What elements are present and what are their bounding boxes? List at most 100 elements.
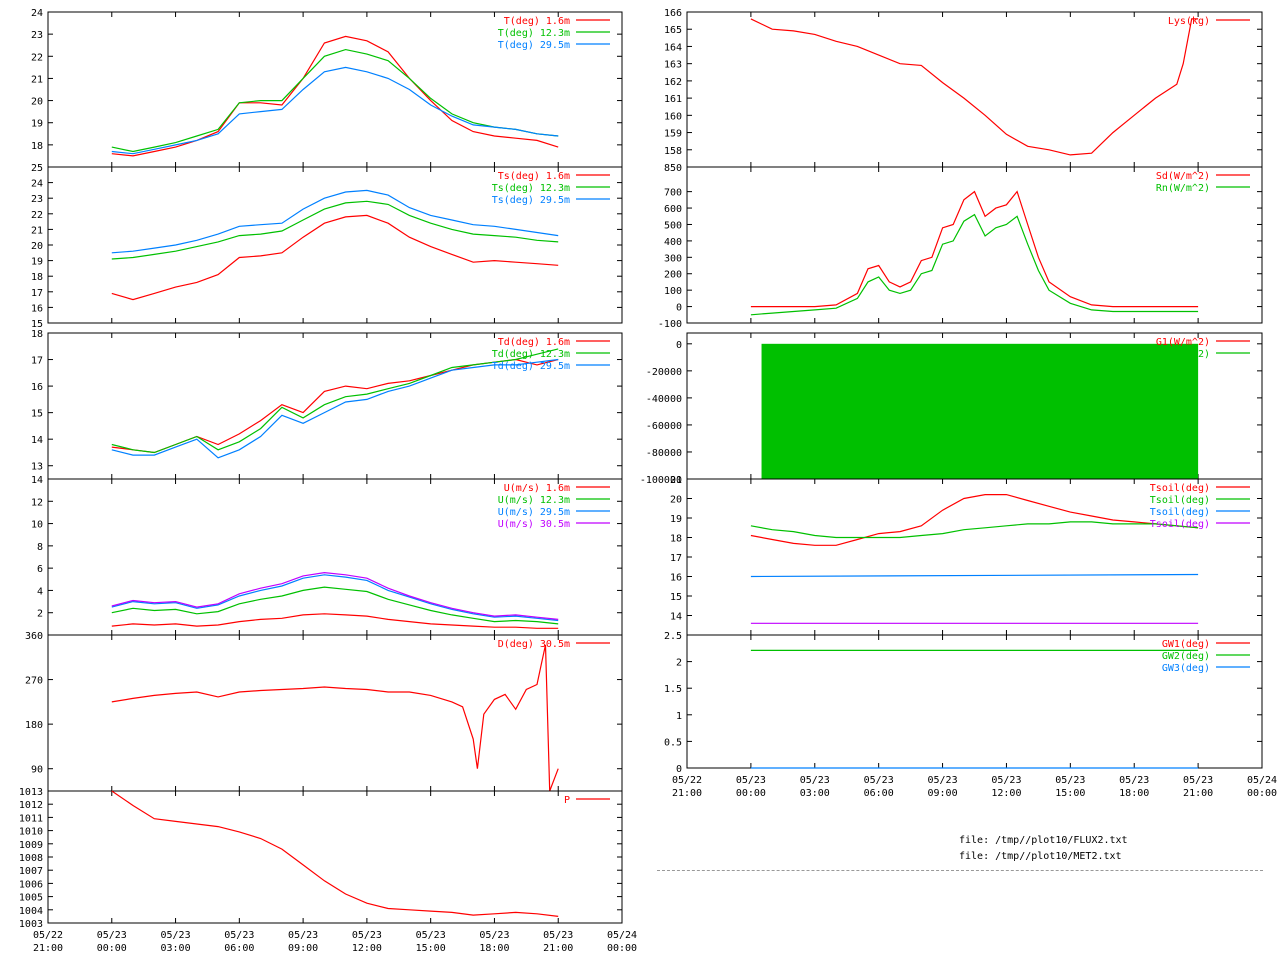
x-tick-label-date: 05/23 [1055, 775, 1085, 786]
y-tick-label: 16 [670, 573, 682, 584]
x-tick-label-time: 21:00 [672, 788, 702, 799]
legend-label-1: U(m/s) 12.3m [498, 495, 570, 506]
x-tick-label-date: 05/23 [161, 930, 191, 941]
legend-label-2: Td(deg) 29.5m [492, 361, 570, 372]
y-tick-label: 0 [676, 764, 682, 775]
x-tick-label-time: 00:00 [607, 943, 637, 954]
x-tick-label-time: 21:00 [543, 943, 573, 954]
y-tick-label: 19 [670, 514, 682, 525]
left-panel-frame-4 [47, 634, 623, 792]
y-tick-label: 200 [664, 270, 682, 281]
y-tick-label: 20 [31, 241, 43, 252]
y-tick-label: 19 [31, 257, 43, 268]
y-tick-label: 16 [31, 303, 43, 314]
x-tick-label-date: 05/24 [1247, 775, 1277, 786]
y-tick-label: 400 [664, 237, 682, 248]
y-tick-label: 15 [670, 592, 682, 603]
y-tick-label: 20 [31, 97, 43, 108]
y-tick-label: 1010 [19, 827, 43, 838]
series-line-1 [750, 213, 1199, 316]
y-tick-label: 4 [37, 586, 43, 597]
y-tick-label: 12 [31, 497, 43, 508]
footer-file2: file: /tmp//plot10/MET2.txt [959, 851, 1122, 862]
y-tick-label: 160 [664, 111, 682, 122]
y-tick-label: 15 [31, 409, 43, 420]
y-tick-label: 360 [25, 631, 43, 642]
x-tick-label-date: 05/23 [543, 930, 573, 941]
y-tick-label: 18 [31, 141, 43, 152]
x-tick-label-date: 05/24 [607, 930, 637, 941]
y-tick-label: 161 [664, 94, 682, 105]
legend-label-0: U(m/s) 1.6m [504, 483, 570, 494]
series-line-0 [111, 613, 559, 629]
series-line-1 [111, 48, 559, 153]
legend-label-1: GW2(deg) [1162, 651, 1210, 662]
right-panel-4: 0 0.5 1 1.5 2 2.5 GW1(deg)GW2(deg)GW3(deg) 05/2… [664, 631, 1277, 799]
y-tick-label: 163 [664, 60, 682, 71]
x-tick-label-time: 15:00 [1055, 788, 1085, 799]
series-line-2 [111, 574, 559, 622]
y-tick-label: -100000 [640, 475, 682, 486]
x-tick-label-time: 03:00 [161, 943, 191, 954]
x-tick-label-date: 05/23 [288, 930, 318, 941]
right-panel-2: -100000 -80000 -60000 -40000 -20000 0 G1(W/m^2… [640, 332, 1263, 486]
series-line-2 [750, 573, 1199, 578]
legend-label-2: Tsoil(deg) [1150, 507, 1210, 518]
x-tick-label-time: 09:00 [928, 788, 958, 799]
legend-label-0: G1(W/m^2) [1156, 337, 1210, 348]
series-line-2 [111, 189, 559, 254]
y-tick-label: 1006 [19, 879, 43, 890]
y-tick-label: 162 [664, 77, 682, 88]
legend-label-0: GW1(deg) [1162, 639, 1210, 650]
y-tick-label: 180 [25, 720, 43, 731]
series-line-0 [111, 35, 559, 157]
y-tick-label: 21 [31, 225, 43, 236]
y-tick-label: 19 [31, 119, 43, 130]
y-tick-label: 159 [664, 129, 682, 140]
x-tick-label-time: 21:00 [33, 943, 63, 954]
y-tick-label: 1011 [19, 813, 43, 824]
series-line-1 [111, 200, 559, 260]
x-tick-label-date: 05/23 [736, 775, 766, 786]
y-tick-label: 8 [37, 542, 43, 553]
y-tick-label: 13 [31, 462, 43, 473]
legend-label-0: Ts(deg) 1.6m [498, 171, 570, 182]
series-line-1 [111, 586, 559, 625]
y-tick-label: 22 [31, 52, 43, 63]
right-panel-1: -100 0 100 200 300 400 500 600 700 850 Sd(W/m^2)Rn… [658, 163, 1263, 330]
y-tick-label: 500 [664, 220, 682, 231]
x-tick-label-date: 05/23 [479, 930, 509, 941]
y-tick-label: 10 [31, 520, 43, 531]
series-line-0 [111, 644, 559, 792]
series-line-0 [111, 358, 559, 454]
right-panel-frame-0 [686, 11, 1263, 168]
divider-line [657, 870, 1263, 871]
y-tick-label: 700 [664, 188, 682, 199]
legend-label-1: Td(deg) 12.3m [492, 349, 570, 360]
series-line-0 [111, 214, 559, 301]
y-tick-label: 1009 [19, 840, 43, 851]
y-tick-label: 17 [31, 356, 43, 367]
y-tick-label: 24 [31, 8, 43, 19]
x-tick-label-time: 12:00 [991, 788, 1021, 799]
legend-label-0: T(deg) 1.6m [504, 16, 570, 27]
series-line-0 [750, 18, 1199, 156]
y-tick-label: 1012 [19, 800, 43, 811]
y-tick-label: 15 [31, 319, 43, 330]
series-line-3 [111, 571, 559, 620]
legend-label-2: Ts(deg) 29.5m [492, 195, 570, 206]
legend-label-1: G2(W/m^2) [1156, 349, 1210, 360]
y-tick-label: -40000 [646, 394, 682, 405]
y-tick-label: 1005 [19, 893, 43, 904]
y-tick-label: 18 [31, 329, 43, 340]
y-tick-label: 1008 [19, 853, 43, 864]
legend-label-3: Tsoil(deg) [1150, 519, 1210, 530]
x-tick-label-time: 00:00 [97, 943, 127, 954]
legend-label-0: Td(deg) 1.6m [498, 337, 570, 348]
legend-label-0: D(deg) 30.5m [498, 639, 570, 650]
y-tick-label: 17 [670, 553, 682, 564]
left-panel-frame-5 [47, 790, 623, 924]
y-tick-label: 17 [31, 288, 43, 299]
series-line-1 [750, 521, 1199, 539]
